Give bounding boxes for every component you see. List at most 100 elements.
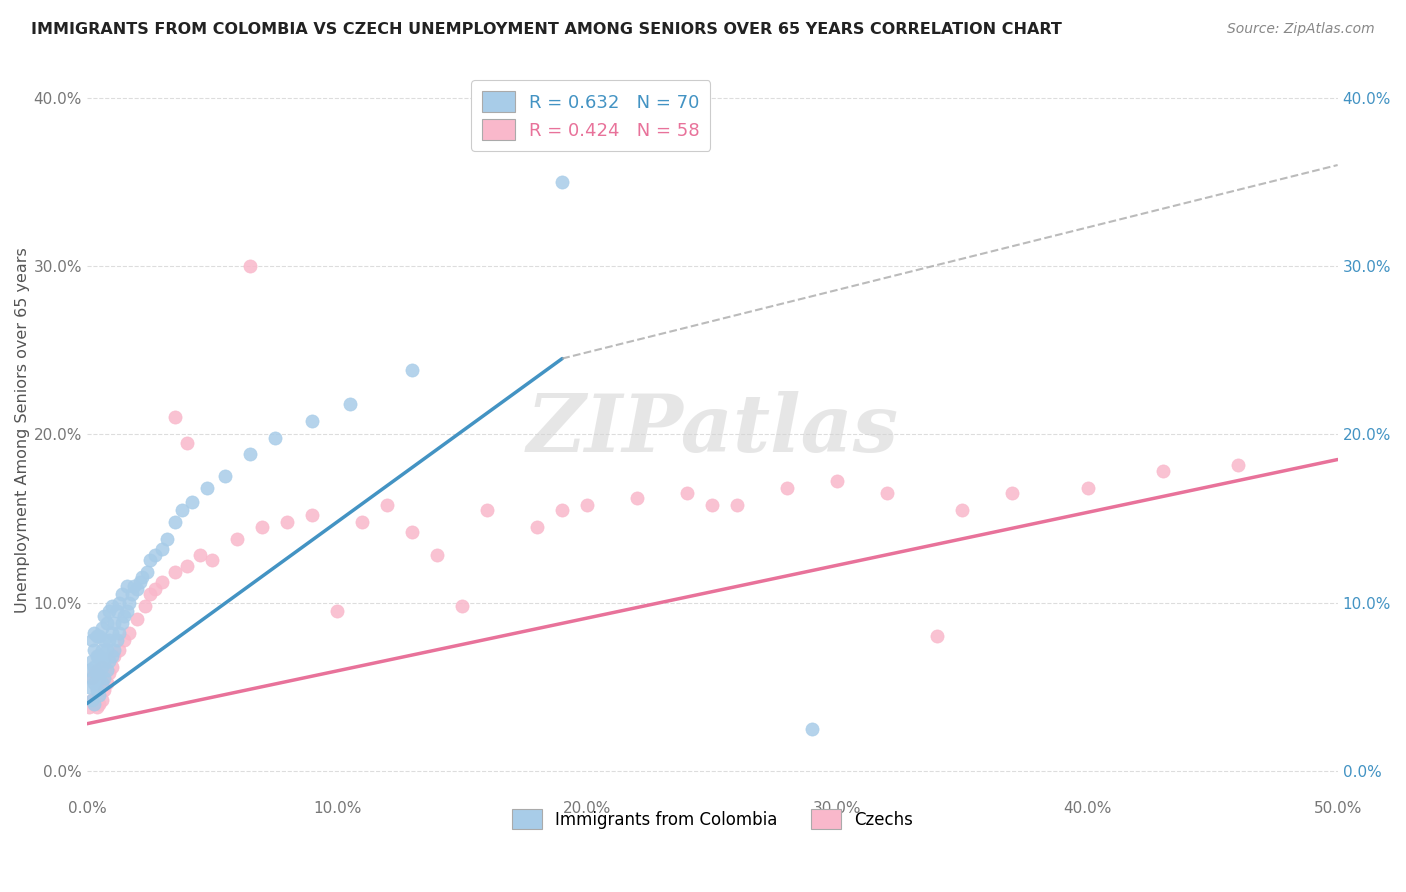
Point [134,599,156,613]
Point [83,642,105,657]
Point [1001,486,1024,500]
Point [108,642,131,657]
Point [181,494,204,508]
Point [1152,464,1174,478]
Point [105,604,128,618]
Point [176,435,198,450]
Point [80,671,103,685]
Point [676,486,699,500]
Point [477,503,499,517]
Text: IMMIGRANTS FROM COLOMBIA VS CZECH UNEMPLOYMENT AMONG SENIORS OVER 65 YEARS CORRE: IMMIGRANTS FROM COLOMBIA VS CZECH UNEMPL… [31,22,1062,37]
Point [96,615,118,630]
Point [79,680,101,694]
Point [91,693,114,707]
Point [93,671,115,685]
Point [83,666,105,681]
Point [301,508,323,522]
Point [83,659,105,673]
Point [118,625,141,640]
Legend: Immigrants from Colombia, Czechs: Immigrants from Colombia, Czechs [505,803,920,835]
Point [238,448,260,462]
Point [576,498,599,512]
Point [250,520,273,534]
Point [83,676,105,690]
Point [626,491,648,506]
Point [93,609,115,624]
Point [150,541,173,556]
Point [163,566,186,580]
Point [188,549,211,563]
Point [375,498,398,512]
Point [927,629,949,643]
Point [1076,481,1098,495]
Point [108,596,131,610]
Point [339,397,361,411]
Point [551,175,574,189]
Point [80,632,103,647]
Point [101,625,124,640]
Point [89,649,111,664]
Point [451,599,474,613]
Y-axis label: Unemployment Among Seniors over 65 years: Unemployment Among Seniors over 65 years [15,247,30,613]
Point [143,582,166,596]
Point [876,486,898,500]
Point [121,587,143,601]
Point [96,676,118,690]
Point [98,632,121,647]
Point [226,532,249,546]
Point [108,625,131,640]
Point [131,570,153,584]
Point [111,587,134,601]
Point [80,693,103,707]
Point [401,524,423,539]
Point [326,604,349,618]
Point [138,553,160,567]
Point [80,655,103,669]
Point [238,259,260,273]
Point [80,671,103,685]
Point [103,615,125,630]
Point [401,363,423,377]
Point [86,699,108,714]
Point [86,629,108,643]
Point [827,475,849,489]
Point [725,498,748,512]
Point [114,609,136,624]
Point [1226,458,1249,472]
Point [96,663,118,677]
Point [86,666,108,681]
Point [702,498,724,512]
Point [89,666,111,681]
Point [156,532,179,546]
Point [115,604,138,618]
Point [952,503,974,517]
Point [170,503,193,517]
Point [98,604,121,618]
Point [89,697,111,711]
Point [201,553,224,567]
Point [86,683,108,698]
Point [125,612,148,626]
Point [526,520,548,534]
Point [98,655,121,669]
Point [83,697,105,711]
Point [263,431,285,445]
Point [195,481,218,495]
Point [89,629,111,643]
Point [426,549,449,563]
Point [89,688,111,702]
Point [115,579,138,593]
Point [91,659,114,673]
Text: Source: ZipAtlas.com: Source: ZipAtlas.com [1227,22,1375,37]
Point [86,663,108,677]
Point [96,642,118,657]
Point [276,515,298,529]
Point [91,642,114,657]
Point [301,414,323,428]
Point [163,410,186,425]
Point [214,469,236,483]
Point [114,632,136,647]
Point [101,599,124,613]
Point [150,575,173,590]
Text: ZIPatlas: ZIPatlas [526,392,898,469]
